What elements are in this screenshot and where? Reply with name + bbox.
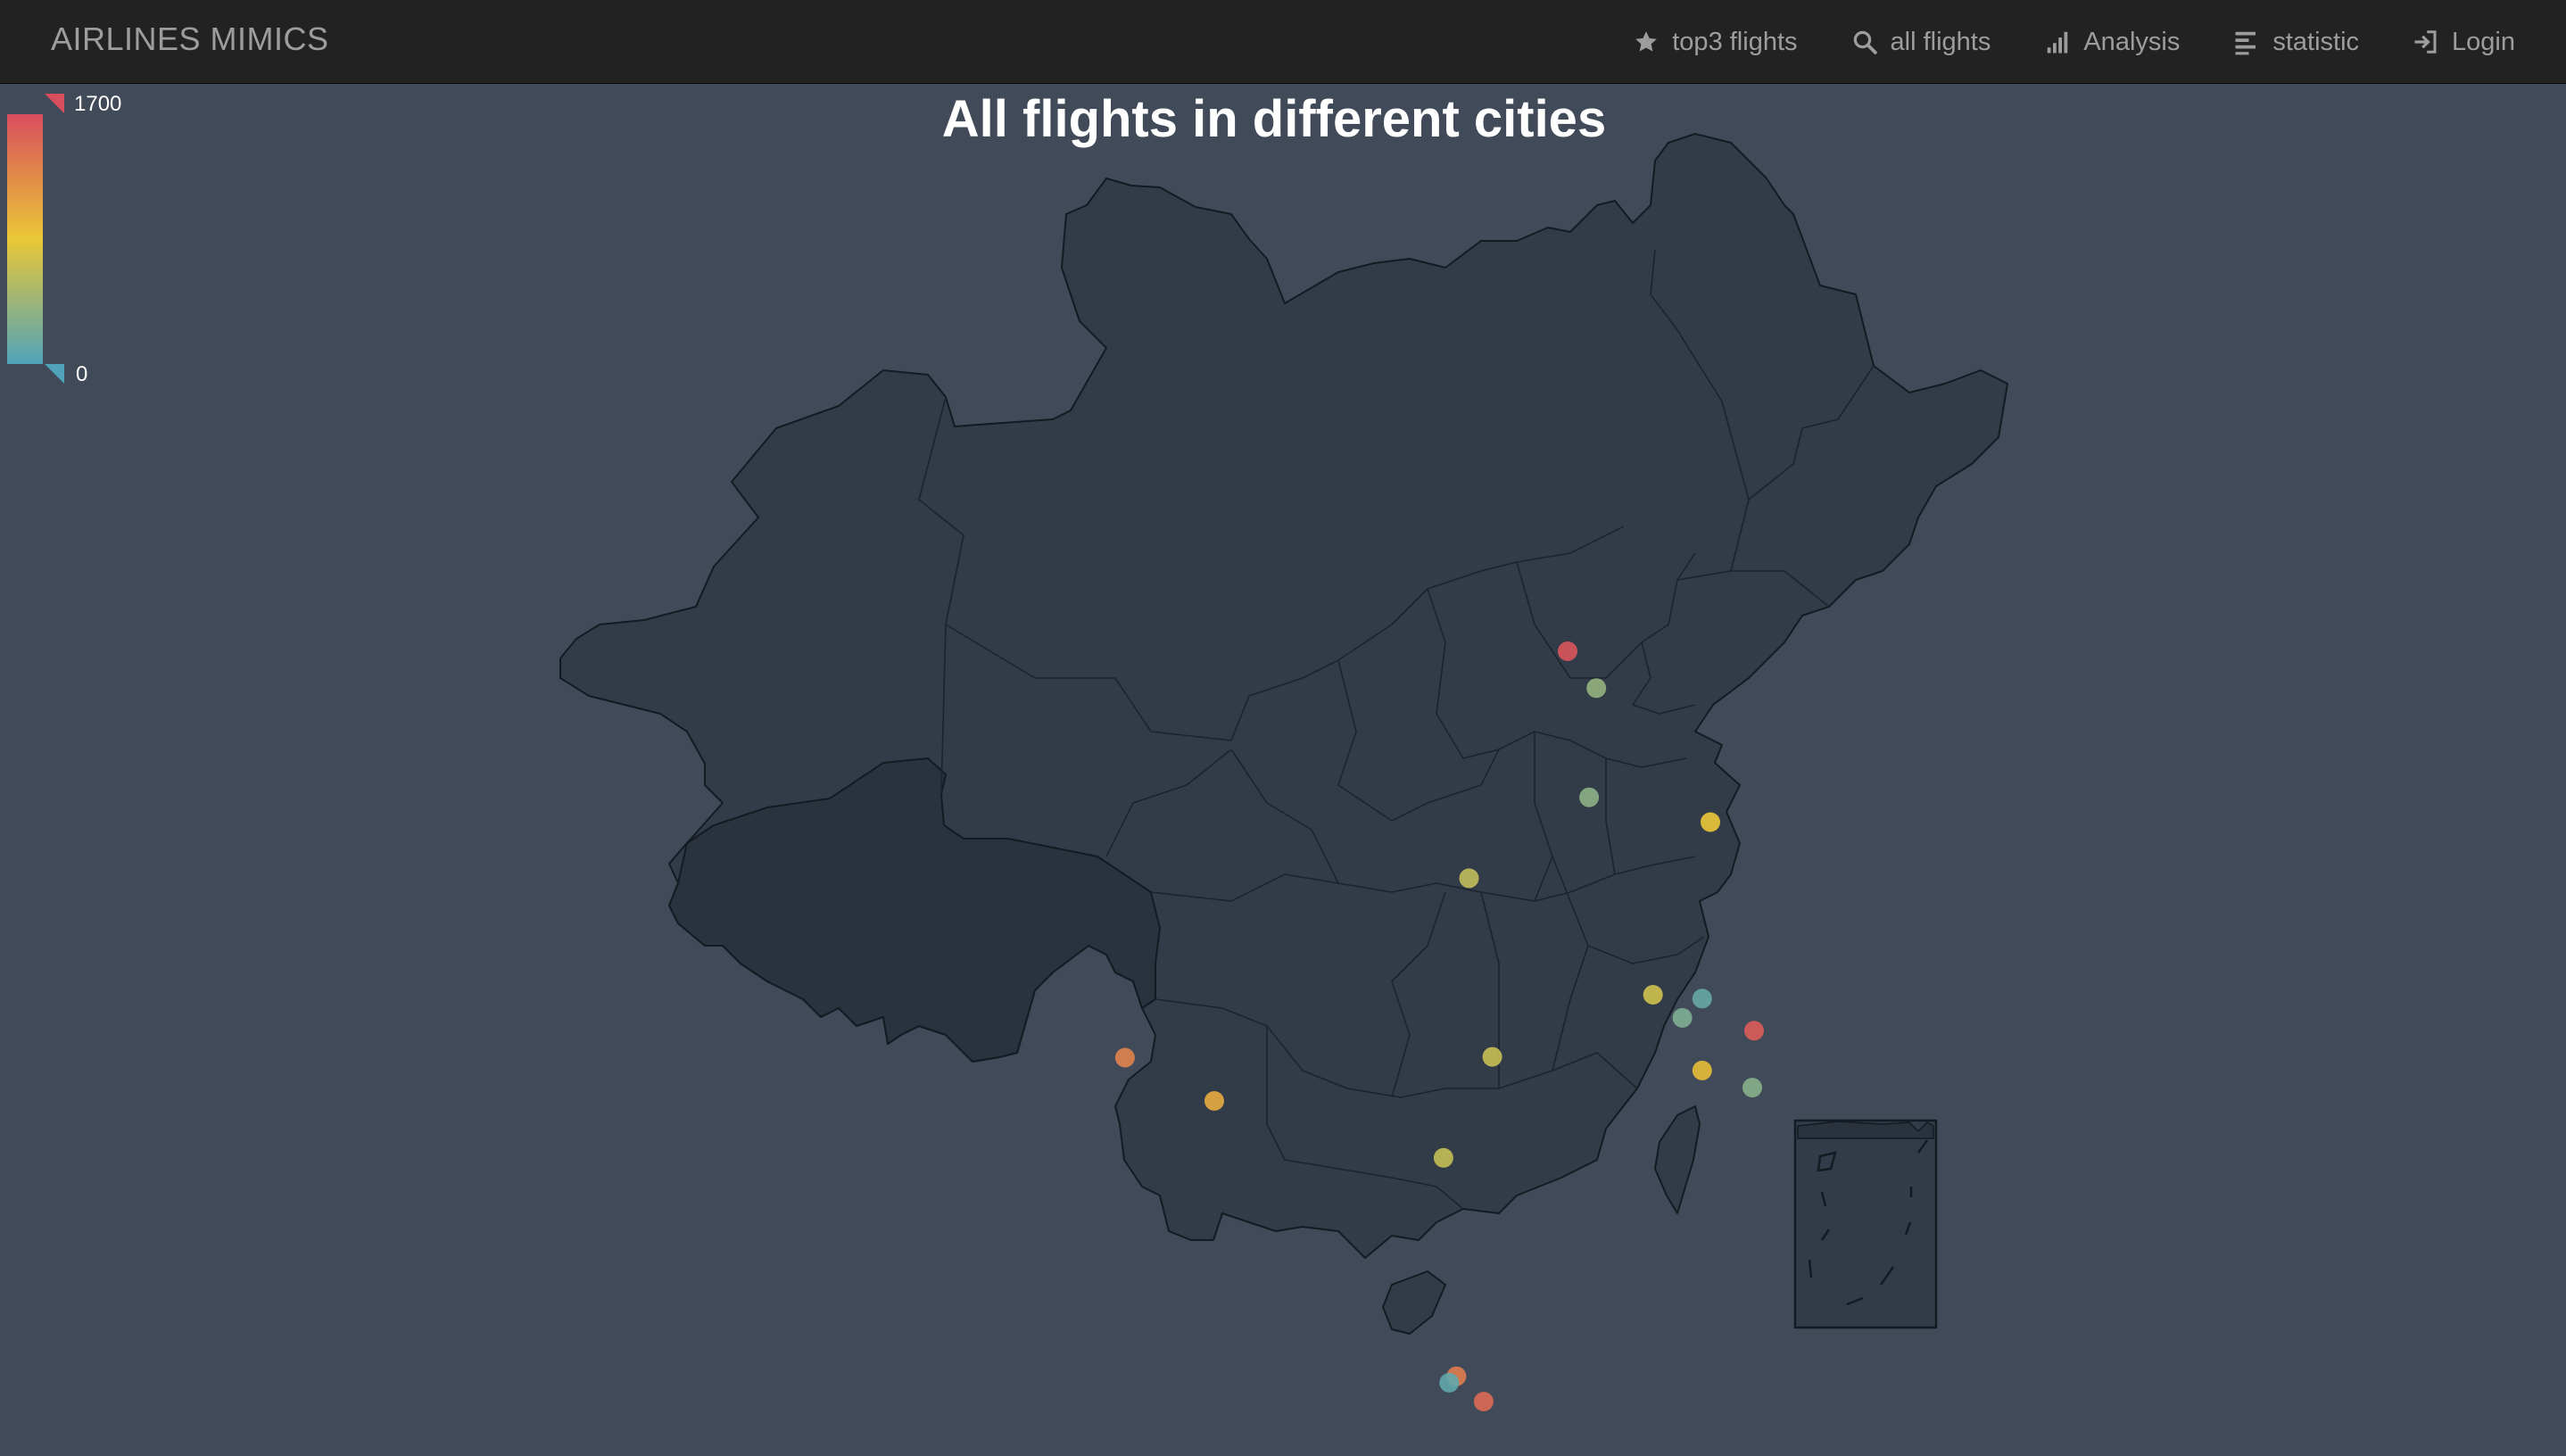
city-point-6[interactable] (1692, 989, 1712, 1009)
city-point-0[interactable] (1558, 641, 1577, 661)
city-point-5[interactable] (1643, 985, 1663, 1005)
search-icon (1851, 29, 1878, 55)
nav-analysis[interactable]: Analysis (2017, 0, 2206, 84)
log-in-icon (2413, 29, 2439, 55)
star-icon (1633, 29, 1660, 55)
city-point-2[interactable] (1579, 787, 1600, 807)
nav-menu: top3 flights all flights Analysis statis… (1606, 0, 2542, 84)
south-china-sea-inset (1793, 1119, 1938, 1329)
map-region-taiwan[interactable] (1654, 1105, 1701, 1214)
top-navbar: AIRLINES MIMICS top3 flights all flights… (0, 0, 2566, 84)
city-point-13[interactable] (1114, 1047, 1135, 1068)
city-point-16[interactable] (1439, 1372, 1460, 1393)
city-point-7[interactable] (1744, 1021, 1764, 1041)
city-point-14[interactable] (1204, 1091, 1224, 1111)
scatter-points (1114, 641, 1764, 1411)
map-region-tibet[interactable] (668, 757, 1161, 1063)
visual-map-bar[interactable] (7, 114, 43, 364)
signal-bars-icon (2044, 29, 2071, 55)
brand-logo[interactable]: AIRLINES MIMICS (51, 21, 329, 57)
city-point-10[interactable] (1742, 1078, 1762, 1098)
nav-top3-flights[interactable]: top3 flights (1606, 0, 1824, 84)
city-point-8[interactable] (1672, 1007, 1693, 1028)
chart-title: All flights in different cities (941, 90, 1607, 148)
visual-map-max-handle[interactable] (45, 94, 64, 113)
nav-statistic-label: statistic (2272, 27, 2360, 56)
city-point-3[interactable] (1701, 812, 1720, 832)
city-point-17[interactable] (1473, 1392, 1494, 1411)
nav-login-label: Login (2452, 27, 2515, 56)
align-left-icon (2233, 29, 2260, 55)
city-point-1[interactable] (1586, 678, 1607, 699)
map-region-mainland[interactable] (559, 133, 2008, 1259)
nav-all-flights[interactable]: all flights (1825, 0, 2018, 84)
city-point-12[interactable] (1433, 1147, 1453, 1168)
visual-map-legend[interactable] (7, 94, 64, 384)
nav-login[interactable]: Login (2386, 0, 2542, 84)
nav-statistic[interactable]: statistic (2206, 0, 2386, 84)
city-point-11[interactable] (1482, 1046, 1502, 1067)
city-point-4[interactable] (1459, 868, 1479, 889)
nav-top3-flights-label: top3 flights (1672, 27, 1798, 56)
visual-map-min-label: 0 (76, 362, 88, 386)
visual-map-min-handle[interactable] (45, 364, 64, 384)
city-point-9[interactable] (1692, 1060, 1712, 1080)
visual-map-max-label: 1700 (74, 92, 122, 116)
nav-analysis-label: Analysis (2083, 27, 2181, 56)
nav-all-flights-label: all flights (1890, 27, 1991, 56)
map-region-hainan[interactable] (1382, 1270, 1446, 1335)
map-land (559, 133, 2008, 1335)
